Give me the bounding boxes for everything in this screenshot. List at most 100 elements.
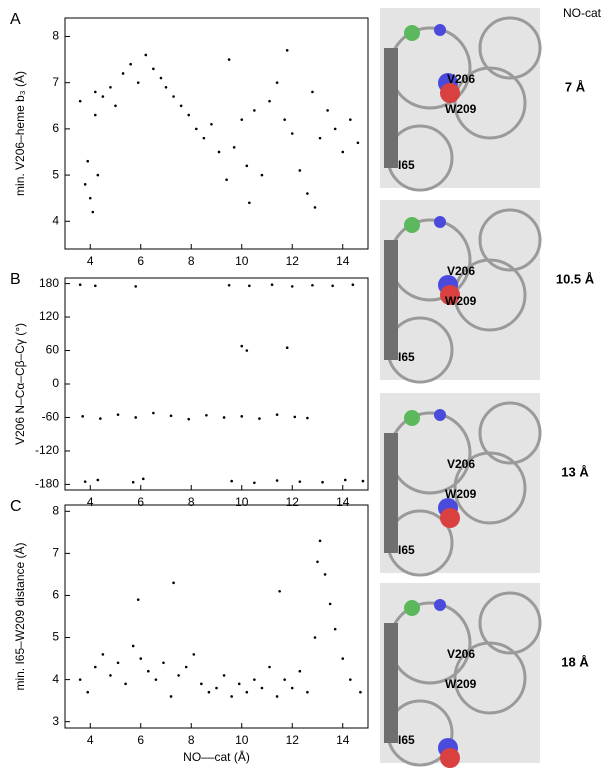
data-point	[116, 413, 120, 416]
panel-label: C	[10, 498, 22, 515]
y-tick-label: -120	[35, 443, 59, 457]
x-tick-label: 4	[87, 254, 94, 268]
data-point	[298, 480, 302, 483]
x-tick-label: 6	[137, 254, 144, 268]
residue-label: I65	[398, 350, 415, 364]
data-point	[222, 416, 226, 419]
data-point	[333, 627, 337, 631]
data-point	[298, 169, 302, 172]
x-tick-label: 6	[137, 495, 144, 509]
data-point	[86, 690, 90, 694]
data-point	[109, 674, 112, 677]
residue-label: V206	[447, 457, 475, 471]
x-tick-label: 14	[336, 495, 350, 509]
data-point	[351, 283, 355, 286]
y-axis-label: V206 N–Cα–Cβ–Cγ (°)	[13, 323, 27, 445]
y-tick-label: 6	[52, 121, 59, 135]
data-point	[321, 480, 324, 484]
plot-frame	[64, 277, 369, 491]
data-point	[316, 560, 319, 564]
data-point	[313, 206, 317, 209]
data-point	[343, 478, 347, 482]
data-point	[311, 283, 314, 287]
data-point	[94, 113, 97, 117]
data-point	[298, 669, 302, 673]
heme	[384, 48, 398, 168]
atom-blue	[434, 216, 446, 228]
data-point	[124, 682, 127, 686]
data-point	[159, 76, 163, 80]
distance-label: 13 Å	[561, 464, 589, 479]
data-point	[144, 53, 148, 57]
data-point	[169, 414, 173, 418]
plot-frame	[64, 504, 369, 729]
residue-label: I65	[398, 158, 415, 172]
data-point	[240, 118, 244, 121]
data-point	[162, 661, 165, 665]
data-point	[240, 415, 244, 418]
data-point	[91, 210, 95, 214]
distance-label: 10.5 Å	[556, 271, 595, 286]
helix	[478, 591, 542, 655]
data-point	[306, 416, 309, 420]
data-point	[179, 104, 183, 108]
y-tick-label: 180	[39, 276, 59, 290]
data-point	[285, 346, 289, 350]
x-tick-label: 8	[188, 495, 195, 509]
y-tick-label: 60	[46, 343, 60, 357]
structure-frame: V206 W209 I65	[380, 393, 542, 577]
data-point	[101, 653, 105, 656]
y-axis-label: min. V206–heme b₃ (Å)	[12, 71, 27, 196]
data-point	[86, 159, 90, 163]
data-point	[81, 415, 84, 418]
y-tick-label: 0	[52, 376, 59, 390]
y-tick-label: 8	[52, 503, 59, 517]
no-o	[440, 748, 460, 768]
data-point	[275, 695, 279, 698]
y-tick-label: 4	[52, 213, 59, 227]
structure-frame: V206 W209 I65	[380, 200, 542, 384]
data-point	[248, 284, 251, 288]
data-point	[207, 690, 211, 694]
data-point	[248, 201, 251, 205]
y-tick-label: 5	[52, 167, 59, 181]
data-point	[323, 573, 327, 576]
data-point	[131, 480, 135, 484]
helix	[453, 451, 527, 525]
residue-label: I65	[398, 733, 415, 747]
data-point	[326, 109, 329, 112]
helix	[453, 641, 527, 715]
data-point	[121, 72, 125, 75]
data-point	[318, 539, 322, 543]
distance-label: 7 Å	[565, 79, 586, 94]
helix	[478, 208, 542, 272]
data-point	[78, 678, 82, 681]
data-point	[293, 415, 297, 419]
data-point	[285, 49, 289, 52]
x-tick-label: 8	[188, 733, 195, 747]
data-point	[136, 598, 140, 601]
data-point	[169, 695, 173, 698]
data-point	[109, 86, 112, 89]
data-point	[139, 657, 143, 660]
data-point	[99, 417, 102, 420]
data-point	[78, 99, 82, 103]
data-point	[268, 99, 271, 103]
data-point	[101, 95, 105, 98]
x-axis-label: NO––cat (Å)	[183, 749, 250, 764]
residue-label: V206	[447, 264, 475, 278]
x-tick-label: 4	[87, 495, 94, 509]
helix	[453, 66, 527, 140]
data-point	[94, 665, 97, 669]
data-point	[245, 690, 249, 694]
data-point	[210, 122, 213, 126]
y-tick-label: 8	[52, 29, 59, 43]
data-point	[356, 141, 360, 145]
data-point	[361, 479, 365, 483]
data-point	[116, 661, 120, 665]
y-tick-label: 6	[52, 588, 59, 602]
data-point	[227, 58, 231, 61]
helix	[478, 401, 542, 465]
data-point	[129, 62, 132, 66]
data-point	[311, 90, 314, 94]
